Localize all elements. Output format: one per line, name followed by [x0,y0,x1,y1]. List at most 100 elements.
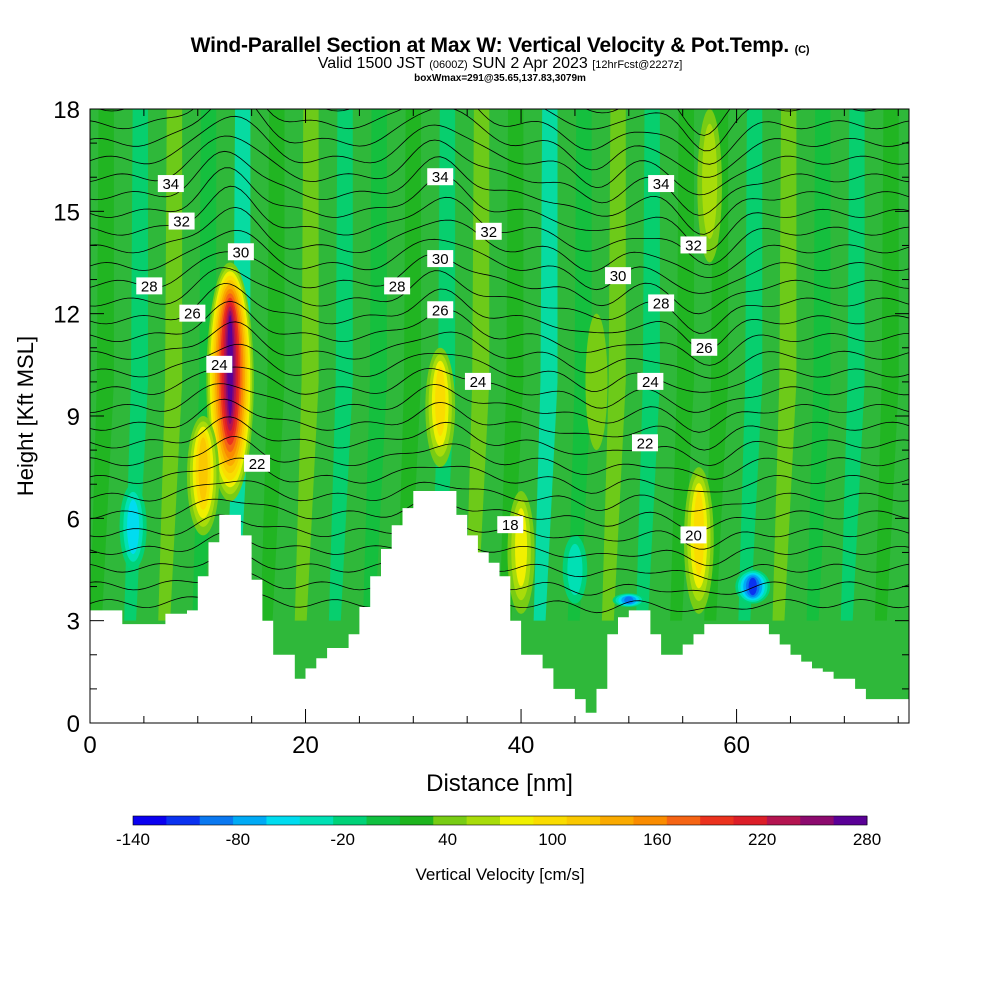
colorbar-swatch [500,816,534,825]
colorbar-swatch [233,816,267,825]
chart-title: Wind-Parallel Section at Max W: Vertical… [190,34,810,57]
contour-label-text: 30 [610,268,627,285]
contour-label-text: 30 [233,244,250,261]
x-tick-label: 0 [83,732,96,759]
colorbar-swatch [566,816,601,825]
contour-label-box [631,434,658,452]
isentrope-line [90,229,909,294]
x-tick-label: 40 [508,732,535,759]
y-axis-label: Height [Kft MSL] [13,336,38,496]
field-band [806,109,831,621]
isentrope-line [90,383,909,433]
contour-label: 18 [497,516,524,534]
colorbar-swatch [433,816,468,825]
contour-label: 26 [179,304,206,323]
contour-label-box [475,222,502,240]
contour-label-text: 26 [184,306,201,323]
isentrope-line [90,109,909,165]
contour-label-text: 30 [432,251,449,268]
y-tick-label: 9 [67,404,80,431]
colorbar-swatch [833,816,868,825]
y-tick-label: 15 [53,199,80,226]
contour-label: 26 [427,301,454,319]
colorbar-swatch [633,816,668,825]
colorbar-swatch [766,816,801,825]
contour-label-box [680,236,707,254]
contour-label-box [136,277,163,295]
field-band [636,109,660,621]
colorbar-tick-label: 40 [438,830,457,849]
downdraft-core [748,577,757,596]
isentrope-line [90,343,909,393]
contour-label-text: 26 [432,302,449,319]
updraft-core [435,367,446,437]
colorbar-swatch [600,816,634,825]
colorbar-frame [132,815,868,826]
contour-label: 34 [157,175,184,193]
isentrope-line [90,416,909,467]
contour-label-text: 28 [653,295,670,312]
contour-label: 34 [648,175,675,193]
contour-label: 20 [680,526,707,544]
contour-label-box [427,250,454,268]
contour-label: 26 [691,338,718,357]
isentrope-line [90,251,909,315]
isentrope-line [90,480,909,512]
isentrope-line [90,398,909,451]
y-tick-label: 6 [67,506,80,533]
contour-label-text: 18 [502,517,519,534]
colorbar-tick-label: -140 [116,830,150,849]
isentrope-line [90,150,909,235]
contour-label: 28 [136,277,163,295]
terrain [90,491,909,723]
contour-label-box [206,355,233,373]
colorbar-swatch [166,816,201,825]
contour-label-text: 32 [685,237,702,254]
contour-label-box [637,372,664,390]
contour-label: 28 [648,294,675,312]
contour-label-box [648,175,675,193]
isentrope-line [90,321,909,379]
contour-label-box [157,175,184,193]
colorbar-swatch [666,816,701,825]
colorbar-swatch [466,816,501,825]
x-axis-label: Distance [nm] [426,770,573,797]
field-band [328,109,353,621]
colorbar-tick-label: 280 [853,830,881,849]
contour-label-text: 32 [480,224,497,241]
field-band [363,109,387,621]
isentrope-line [90,267,909,334]
copyright-mark: (C) [794,44,810,56]
isentrope-line [90,435,909,480]
colorbar-swatch [199,816,234,825]
contour-label-text: 34 [653,176,670,193]
isentrope-line [90,497,909,532]
contour-label-text: 24 [470,374,487,391]
contour-label-text: 34 [162,176,179,193]
contour-label-box [427,168,454,186]
contour-label: 34 [427,168,454,186]
colorbar-tick-label: 100 [538,830,566,849]
contour-label-text: 28 [389,278,406,295]
y-tick-label: 18 [53,97,80,124]
contour-label: 32 [680,236,707,254]
field-band [601,109,626,621]
contour-label-text: 34 [432,169,449,186]
field-band [704,109,729,621]
isentrope-line [90,115,909,196]
chart-subtitle: Valid 1500 JST (0600Z) SUN 2 Apr 2023 [1… [317,55,683,72]
isentrope-line [90,109,909,178]
y-tick-label: 12 [53,302,80,329]
x-tick-label: 20 [292,732,319,759]
colorbar-tick-label: -80 [226,830,251,849]
contour-label-box [605,267,632,285]
contour-label: 24 [206,355,233,374]
contour-label-text: 22 [249,456,266,473]
contour-label-box [691,338,718,356]
colorbar-swatch [133,816,167,825]
updraft-core [702,123,718,239]
downdraft-core [567,543,583,596]
field-band [294,109,319,621]
updraft-core [585,313,608,451]
